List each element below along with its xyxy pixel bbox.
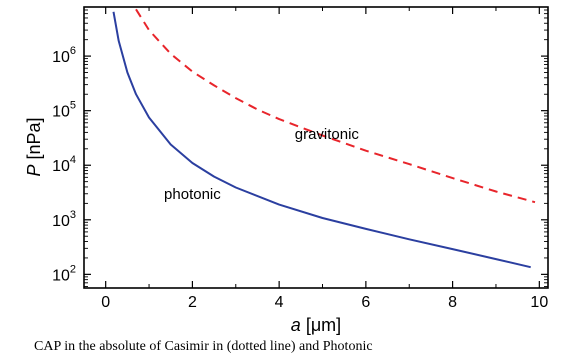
x-tick-label: 6 — [361, 294, 370, 311]
series-group — [112, 8, 536, 269]
x-tick-label: 2 — [188, 294, 197, 311]
annotation-gravitonic: gravitonic — [295, 126, 360, 143]
series-gravitonic — [135, 8, 536, 204]
annotations: gravitonic photonic — [164, 126, 359, 203]
x-tick-label: 0 — [101, 294, 110, 311]
series-photonic — [112, 11, 531, 269]
y-tick-label: 102 — [52, 263, 76, 284]
x-tick-label: 4 — [275, 294, 284, 311]
x-tick-label: 8 — [448, 294, 457, 311]
axis-ticks — [84, 7, 548, 288]
y-axis-label: P [nPa] — [24, 117, 44, 176]
y-tick-label: 103 — [52, 209, 76, 230]
y-tick-label: 106 — [52, 45, 76, 66]
tick-labels: 0 2 4 6 8 10 102 103 104 105 106 — [52, 45, 548, 311]
y-tick-label: 105 — [52, 100, 76, 121]
x-axis-label: a [μm] — [291, 315, 341, 335]
plot-frame — [83, 6, 549, 289]
annotation-photonic: photonic — [164, 186, 221, 203]
figure-caption: CAP in the absolute of Casimir in (dotte… — [34, 339, 373, 354]
y-tick-label: 104 — [52, 154, 76, 175]
x-tick-label: 10 — [530, 294, 548, 311]
